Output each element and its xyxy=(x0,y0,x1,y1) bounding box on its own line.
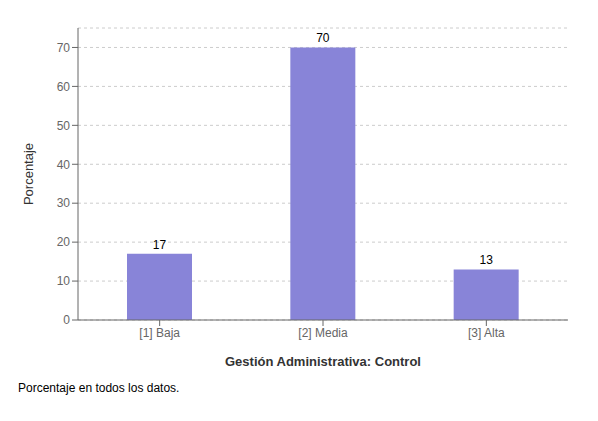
svg-text:70: 70 xyxy=(316,31,330,45)
svg-text:60: 60 xyxy=(57,80,71,94)
svg-text:[3] Alta: [3] Alta xyxy=(468,326,505,340)
svg-text:10: 10 xyxy=(57,274,71,288)
html-text:Porcentaje en todos los datos.: Porcentaje en todos los datos. xyxy=(18,381,180,395)
svg-text:20: 20 xyxy=(57,235,71,249)
svg-text:Gestión Administrativa: Contro: Gestión Administrativa: Control xyxy=(225,354,421,369)
svg-text:17: 17 xyxy=(153,238,167,252)
svg-text:[1] Baja: [1] Baja xyxy=(139,326,180,340)
svg-text:30: 30 xyxy=(57,196,71,210)
svg-text:40: 40 xyxy=(57,158,71,172)
svg-text:13: 13 xyxy=(479,253,493,267)
svg-text:50: 50 xyxy=(57,119,71,133)
svg-text:Porcentaje: Porcentaje xyxy=(21,143,36,205)
svg-text:0: 0 xyxy=(63,313,70,327)
svg-text:[2] Media: [2] Media xyxy=(298,326,348,340)
svg-text:70: 70 xyxy=(57,41,71,55)
